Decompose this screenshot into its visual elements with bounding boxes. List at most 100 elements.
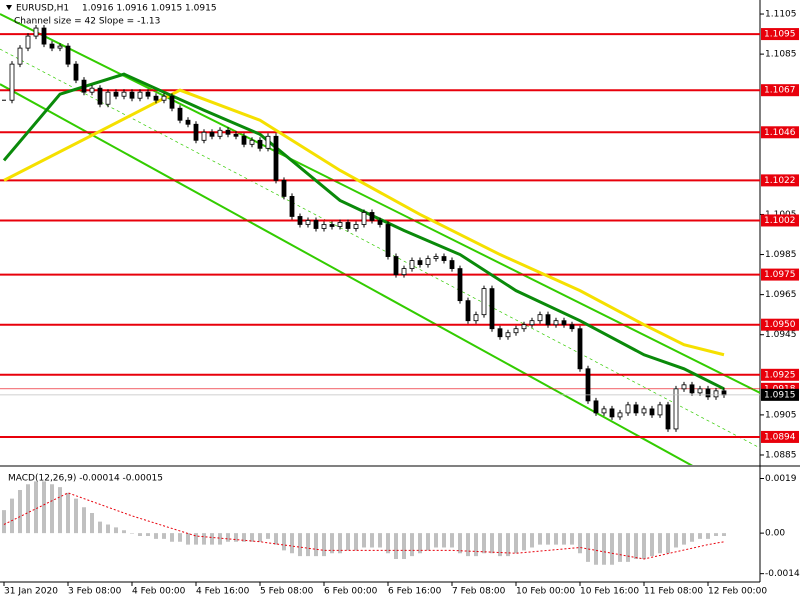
macd-bar <box>162 533 166 539</box>
candle <box>289 196 295 217</box>
macd-tick-label: 0.00 <box>765 529 785 539</box>
level-label: 1.1067 <box>764 86 796 96</box>
x-tick-label: 4 Feb 00:00 <box>132 587 186 597</box>
macd-bar <box>602 533 606 565</box>
macd-bar <box>370 533 374 548</box>
candle <box>465 300 471 322</box>
candle <box>385 224 391 257</box>
macd-bar <box>610 533 614 565</box>
macd-tick-label: -0.00141 <box>765 569 800 579</box>
candle <box>337 222 343 227</box>
candle <box>401 268 407 275</box>
candle <box>697 388 703 394</box>
macd-bar <box>506 533 510 557</box>
price-pane <box>0 13 760 465</box>
macd-bar <box>386 533 390 554</box>
candle <box>145 91 151 97</box>
macd-bar <box>66 492 70 534</box>
candle <box>681 384 687 390</box>
candle <box>577 328 583 370</box>
x-tick-label: 10 Feb 16:00 <box>580 587 639 597</box>
level-label: 1.0894 <box>764 432 796 442</box>
macd-bar <box>114 527 118 534</box>
candle <box>521 324 527 330</box>
candle <box>153 95 159 101</box>
macd-bar <box>338 533 342 554</box>
macd-bar <box>138 533 142 536</box>
candle <box>233 133 239 137</box>
candle <box>721 390 727 396</box>
macd-bar <box>282 533 286 551</box>
macd-bar <box>170 533 174 542</box>
macd-bar <box>50 484 54 534</box>
candle <box>313 220 319 229</box>
macd-bar <box>218 533 222 545</box>
macd-bar <box>242 533 246 542</box>
x-tick-label: 12 Feb 00:00 <box>708 587 767 597</box>
y-tick-label: 1.0905 <box>765 410 797 420</box>
candle <box>417 260 423 265</box>
candle <box>217 129 223 137</box>
candle <box>537 314 543 322</box>
candle <box>505 332 511 338</box>
macd-bar <box>714 533 718 536</box>
macd-bar <box>658 533 662 554</box>
candle <box>25 35 31 49</box>
level-tag <box>761 126 799 139</box>
last-price-tag <box>761 388 799 401</box>
macd-bar <box>98 521 102 534</box>
y-tick-label: 1.1085 <box>765 50 797 60</box>
macd-bar <box>34 481 38 534</box>
macd-bar <box>306 533 310 557</box>
candle <box>481 288 487 316</box>
macd-bar <box>634 533 638 559</box>
candle <box>441 256 447 261</box>
candle <box>161 95 167 101</box>
macd-bar <box>82 507 86 534</box>
channel-line <box>0 83 693 465</box>
candle <box>489 288 495 330</box>
moving-average <box>3 88 725 357</box>
y-tick-label: 1.0945 <box>765 330 797 340</box>
macd-bar <box>562 533 566 545</box>
macd-bar <box>410 533 414 557</box>
candle <box>169 95 175 109</box>
y-tick-label: 1.0885 <box>765 450 797 460</box>
candle <box>513 328 519 334</box>
macd-pane <box>2 481 726 565</box>
macd-bar <box>290 533 294 554</box>
candle <box>209 131 215 137</box>
level-tag <box>761 28 799 41</box>
macd-label: MACD(12,26,9) -0.00014 -0.00015 <box>8 474 163 484</box>
channel-mid <box>0 48 760 449</box>
candle <box>185 119 191 125</box>
macd-bar <box>538 533 542 545</box>
candle <box>545 314 551 326</box>
macd-bar <box>682 533 686 545</box>
candle <box>65 45 71 65</box>
candle <box>633 404 639 414</box>
macd-bar <box>554 533 558 545</box>
macd-bar <box>650 533 654 557</box>
ohlc: 1.0916 1.0916 1.0915 1.0915 <box>82 4 217 14</box>
macd-bar <box>394 533 398 559</box>
level-tag <box>761 268 799 281</box>
candle <box>593 400 599 414</box>
macd-bar <box>186 533 190 545</box>
macd-bar <box>706 533 710 539</box>
macd-bar <box>642 533 646 559</box>
candle <box>97 87 103 105</box>
x-tick-label: 3 Feb 08:00 <box>68 587 122 597</box>
candle <box>329 224 335 227</box>
y-tick-label: 1.1105 <box>765 10 797 20</box>
macd-bar <box>434 533 438 548</box>
macd-bar <box>378 533 382 548</box>
x-tick-label: 6 Feb 16:00 <box>388 587 442 597</box>
macd-bar <box>90 513 94 534</box>
subtitle: Channel size = 42 Slope = -1.13 <box>14 17 160 27</box>
level-tag <box>761 430 799 443</box>
x-tick-label: 6 Feb 00:00 <box>324 587 378 597</box>
macd-bar <box>426 533 430 551</box>
axes: 1.11051.10851.10051.09851.09651.09451.09… <box>3 10 800 597</box>
macd-bar <box>666 533 670 554</box>
